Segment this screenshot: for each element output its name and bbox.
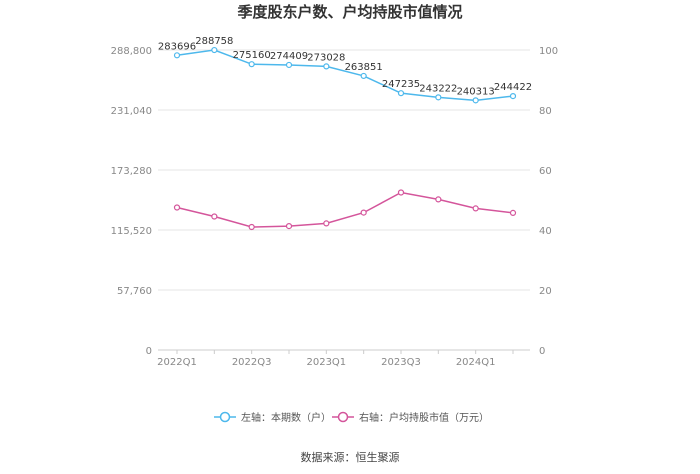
x-axis: 2022Q1 2022Q3 2023Q1 2023Q3 2024Q1 bbox=[157, 350, 514, 368]
legend-label: 左轴：本期数（户） bbox=[241, 411, 331, 424]
right-tick-label: 40 bbox=[539, 226, 552, 237]
x-tick-label: 2022Q1 bbox=[157, 357, 197, 368]
data-point bbox=[211, 46, 218, 54]
data-point bbox=[285, 61, 293, 69]
data-point bbox=[472, 205, 479, 212]
data-point bbox=[248, 61, 255, 68]
left-tick-label: 231,040 bbox=[111, 106, 152, 117]
data-label: 275160 bbox=[233, 50, 271, 61]
data-point bbox=[509, 92, 517, 100]
source-note: 数据来源：恒生聚源 bbox=[301, 450, 400, 464]
data-point bbox=[211, 213, 218, 220]
right-tick-label: 100 bbox=[539, 46, 558, 57]
data-label: 244422 bbox=[494, 82, 532, 93]
right-axis: 0 20 40 60 80 100 bbox=[539, 46, 558, 357]
data-point bbox=[323, 63, 330, 70]
left-tick-label: 57,760 bbox=[117, 286, 152, 297]
data-point bbox=[173, 204, 181, 211]
data-point bbox=[397, 90, 405, 97]
left-tick-label: 173,280 bbox=[111, 166, 152, 177]
right-tick-label: 20 bbox=[539, 286, 552, 297]
legend-marker bbox=[337, 411, 349, 423]
data-point bbox=[323, 220, 330, 227]
legend: 左轴：本期数（户） 右轴：户均持股市值（万元） bbox=[214, 411, 489, 424]
data-point bbox=[248, 223, 255, 231]
data-point bbox=[435, 196, 442, 203]
legend-label: 右轴：户均持股市值（万元） bbox=[359, 411, 489, 424]
data-label: 247235 bbox=[382, 79, 420, 90]
data-label: 240313 bbox=[457, 86, 495, 97]
left-tick-label: 288,800 bbox=[111, 46, 152, 57]
legend-marker bbox=[219, 411, 231, 423]
data-label: 288758 bbox=[195, 36, 233, 47]
data-label: 263851 bbox=[345, 62, 383, 73]
x-tick-label: 2023Q3 bbox=[381, 357, 421, 368]
left-axis: 0 57,760 115,520 173,280 231,040 288,800 bbox=[111, 46, 152, 357]
data-point bbox=[472, 97, 479, 104]
right-tick-label: 80 bbox=[539, 106, 552, 117]
x-tick-label: 2022Q3 bbox=[232, 357, 272, 368]
data-point bbox=[360, 72, 367, 80]
x-tick-label: 2023Q1 bbox=[306, 357, 346, 368]
left-tick-label: 0 bbox=[146, 346, 152, 357]
right-tick-label: 0 bbox=[539, 346, 545, 357]
left-tick-label: 115,520 bbox=[111, 226, 152, 237]
data-point bbox=[173, 52, 181, 59]
data-label: 283696 bbox=[158, 41, 196, 52]
chart-title: 季度股东户数、户均持股市值情况 bbox=[237, 3, 462, 21]
right-tick-label: 60 bbox=[539, 166, 552, 177]
data-point bbox=[285, 223, 293, 230]
grid-lines bbox=[158, 49, 530, 351]
data-label: 273028 bbox=[307, 52, 345, 63]
data-point bbox=[509, 209, 517, 216]
x-tick-label: 2024Q1 bbox=[456, 357, 496, 368]
series-line-2 bbox=[176, 191, 514, 228]
data-point bbox=[360, 209, 367, 216]
data-point bbox=[435, 94, 442, 101]
data-point bbox=[397, 189, 405, 196]
data-label: 274409 bbox=[270, 51, 308, 62]
data-label: 243222 bbox=[419, 83, 457, 94]
series-line-1 bbox=[176, 49, 514, 102]
